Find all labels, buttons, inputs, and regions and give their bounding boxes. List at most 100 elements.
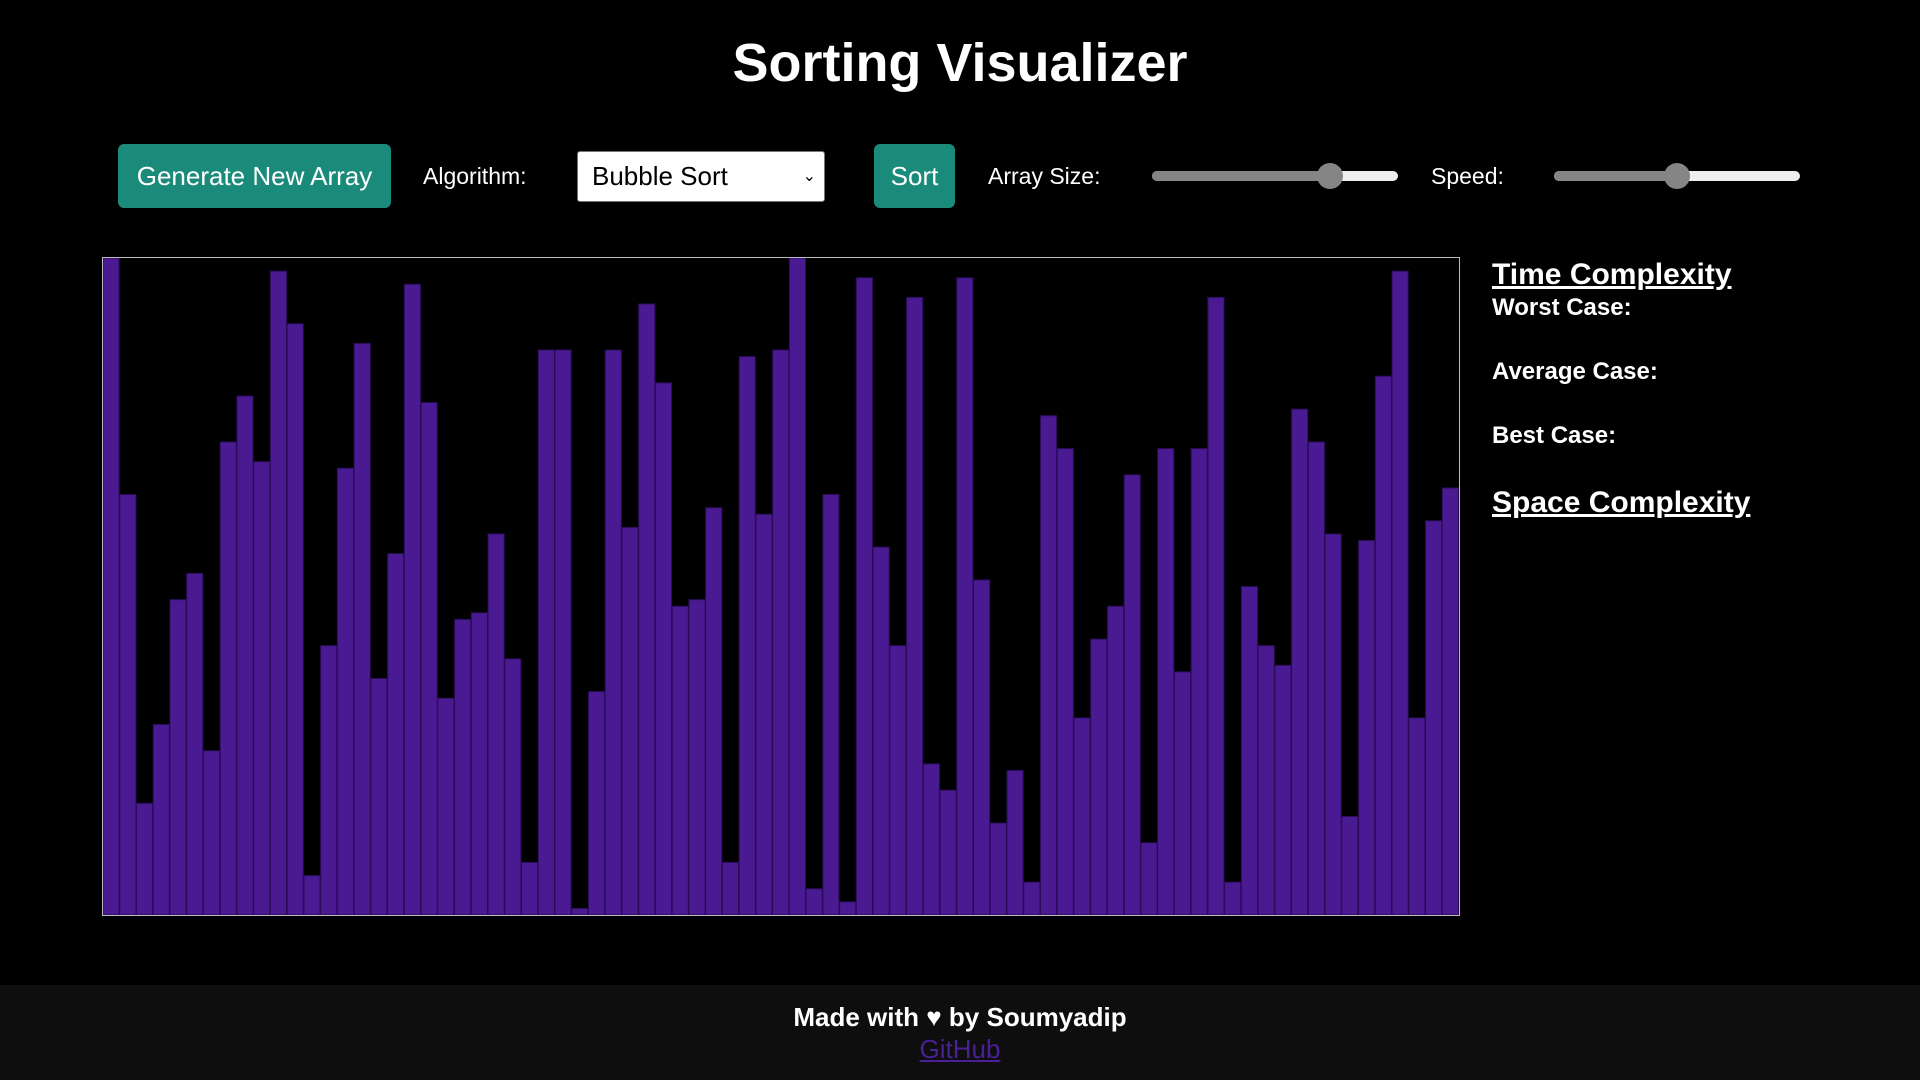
array-bar [1056, 448, 1074, 915]
footer-credit: Made with ♥ by Soumyadip [793, 1002, 1127, 1032]
footer: Made with ♥ by Soumyadip GitHub [0, 985, 1920, 1080]
array-bar [236, 395, 254, 915]
array-bar [1106, 605, 1125, 915]
array-bars-svg [103, 258, 1459, 915]
array-bar [303, 875, 321, 915]
array-bar [119, 494, 137, 915]
array-bar [973, 579, 991, 915]
array-bar [1023, 881, 1041, 915]
array-bar [1274, 664, 1292, 915]
array-bar [454, 618, 472, 915]
array-bar [1173, 671, 1192, 915]
array-bar [1157, 448, 1175, 915]
algorithm-selected-value: Bubble Sort [592, 161, 728, 191]
array-bar [621, 526, 639, 915]
array-bar [1441, 487, 1459, 915]
array-bar [956, 277, 974, 915]
array-bar [1073, 717, 1091, 915]
array-bar [202, 750, 221, 915]
array-bar [1307, 441, 1325, 915]
array-bar [437, 697, 455, 915]
array-bar [186, 572, 204, 915]
slider-fill [1554, 171, 1677, 181]
array-bar [336, 467, 355, 915]
array-bar [420, 402, 438, 915]
speed-label: Speed: [1431, 163, 1504, 189]
array-bar [470, 612, 488, 915]
array-bar [989, 822, 1007, 915]
sort-button[interactable]: Sort [874, 144, 955, 208]
array-bar [1391, 270, 1409, 915]
array-bar [219, 441, 237, 915]
best-case-label: Best Case: [1492, 422, 1617, 449]
array-size-slider[interactable] [1152, 144, 1398, 208]
array-bar [688, 599, 706, 915]
array-bar [889, 645, 907, 915]
array-bar [1224, 881, 1242, 915]
array-bar [370, 677, 388, 915]
array-bar [772, 349, 790, 915]
worst-case-label: Worst Case: [1492, 294, 1632, 321]
array-bar [1240, 586, 1259, 915]
array-bar [135, 802, 154, 915]
array-bar [103, 258, 120, 915]
array-bar [1291, 408, 1309, 915]
array-bar [587, 691, 606, 915]
array-bar [353, 342, 371, 915]
array-bar [805, 888, 823, 915]
array-bar [654, 382, 673, 915]
slider-fill [1152, 171, 1330, 181]
array-bar [152, 723, 170, 915]
array-bar [487, 533, 505, 915]
array-bar [521, 861, 539, 915]
speed-slider[interactable] [1554, 144, 1800, 208]
array-bar [1374, 375, 1392, 915]
array-bar [822, 494, 840, 915]
array-bar [1039, 415, 1058, 915]
array-bar [922, 763, 940, 915]
array-bar [755, 513, 773, 915]
array-bar [1425, 520, 1443, 915]
array-bar [1358, 540, 1376, 915]
time-complexity-heading: Time Complexity [1492, 258, 1732, 291]
array-bar [1408, 717, 1426, 915]
array-size-label: Array Size: [988, 163, 1101, 189]
array-bar [1006, 769, 1024, 915]
array-bars-container [102, 257, 1460, 916]
algorithm-select[interactable]: Bubble Sort ⌄ [577, 151, 825, 202]
array-bar [1090, 638, 1108, 915]
array-bar [1140, 842, 1158, 915]
array-bar [286, 323, 304, 915]
array-bar [604, 349, 622, 915]
slider-thumb[interactable] [1664, 163, 1690, 189]
github-link[interactable]: GitHub [919, 1034, 1001, 1064]
array-bar [1207, 296, 1225, 915]
array-bar [269, 270, 288, 915]
array-bar [738, 356, 756, 915]
array-bar [721, 861, 740, 915]
array-bar [1341, 815, 1359, 915]
array-bar [638, 303, 656, 915]
generate-array-button[interactable]: Generate New Array [118, 144, 391, 208]
array-bar [504, 658, 522, 915]
array-bar [403, 283, 421, 915]
array-bar [253, 461, 271, 915]
array-bar [855, 277, 873, 915]
array-bar [705, 507, 723, 915]
space-complexity-heading: Space Complexity [1492, 486, 1751, 519]
array-bar [571, 907, 589, 915]
array-bar [1123, 474, 1141, 915]
average-case-label: Average Case: [1492, 358, 1658, 385]
array-bar [839, 901, 857, 915]
array-bar [320, 645, 338, 915]
page-title: Sorting Visualizer [732, 33, 1188, 93]
chevron-down-icon: ⌄ [802, 167, 816, 185]
array-bar [1190, 448, 1208, 915]
controls-bar: Generate New Array Algorithm: Bubble Sor… [0, 144, 1920, 208]
array-bar [788, 258, 807, 915]
array-bar [537, 349, 555, 915]
algorithm-label: Algorithm: [423, 163, 527, 189]
array-bar [939, 789, 957, 915]
array-bar [169, 599, 187, 915]
slider-thumb[interactable] [1317, 163, 1343, 189]
